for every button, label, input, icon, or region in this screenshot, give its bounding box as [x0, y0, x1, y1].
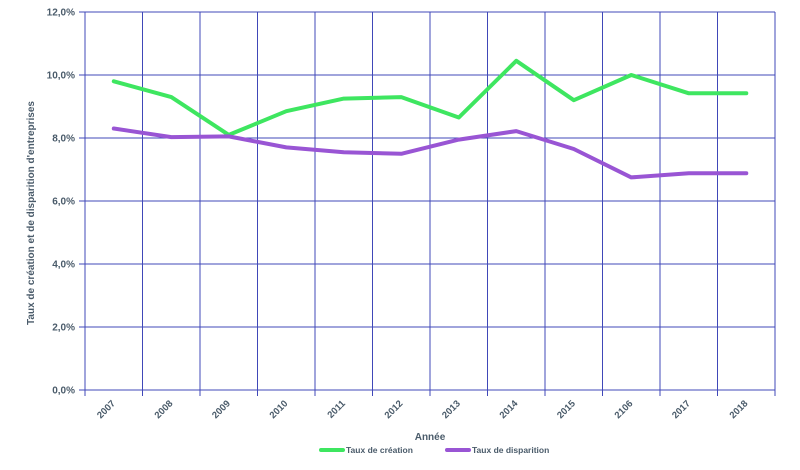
- y-tick-label: 8,0%: [52, 134, 75, 145]
- y-tick-label: 4,0%: [52, 260, 75, 271]
- y-tick-label: 6,0%: [52, 197, 75, 208]
- x-tick-label: 2009: [210, 398, 233, 421]
- x-tick-label: 2013: [440, 398, 463, 421]
- legend-label: Taux de disparition: [472, 445, 549, 455]
- series-line-2: [111, 126, 749, 180]
- y-tick-label: 0,0%: [52, 386, 75, 397]
- x-tick-label: 2017: [670, 398, 693, 421]
- x-tick-label: 2007: [95, 398, 118, 421]
- gridlines: [79, 11, 776, 396]
- x-tick-label: 2014: [498, 398, 521, 421]
- series-line-1: [111, 58, 749, 137]
- y-tick-label: 2,0%: [52, 323, 75, 334]
- y-tick-label: 10,0%: [47, 71, 75, 82]
- x-tick-label: 2012: [383, 398, 406, 421]
- x-tick-label: 2015: [555, 398, 578, 421]
- y-axis-title: Taux de création et de disparition d'ent…: [26, 101, 37, 325]
- legend-label: Taux de création: [346, 445, 413, 455]
- tick-labels: 0,0% 2,0% 4,0% 6,0% 8,0% 10,0% 12,0% 2007 2008 20…: [47, 8, 751, 422]
- x-tick-label: 2008: [153, 398, 176, 421]
- x-tick-label: 2018: [728, 398, 751, 421]
- y-tick-label: 12,0%: [47, 8, 75, 19]
- series-lines: [111, 58, 749, 180]
- x-tick-label: 2106: [613, 398, 636, 421]
- x-tick-label: 2010: [268, 398, 291, 421]
- x-tick-label: 2011: [326, 398, 349, 421]
- x-axis-title: Année: [415, 432, 446, 443]
- legend: Taux de création Taux de disparition: [319, 445, 549, 455]
